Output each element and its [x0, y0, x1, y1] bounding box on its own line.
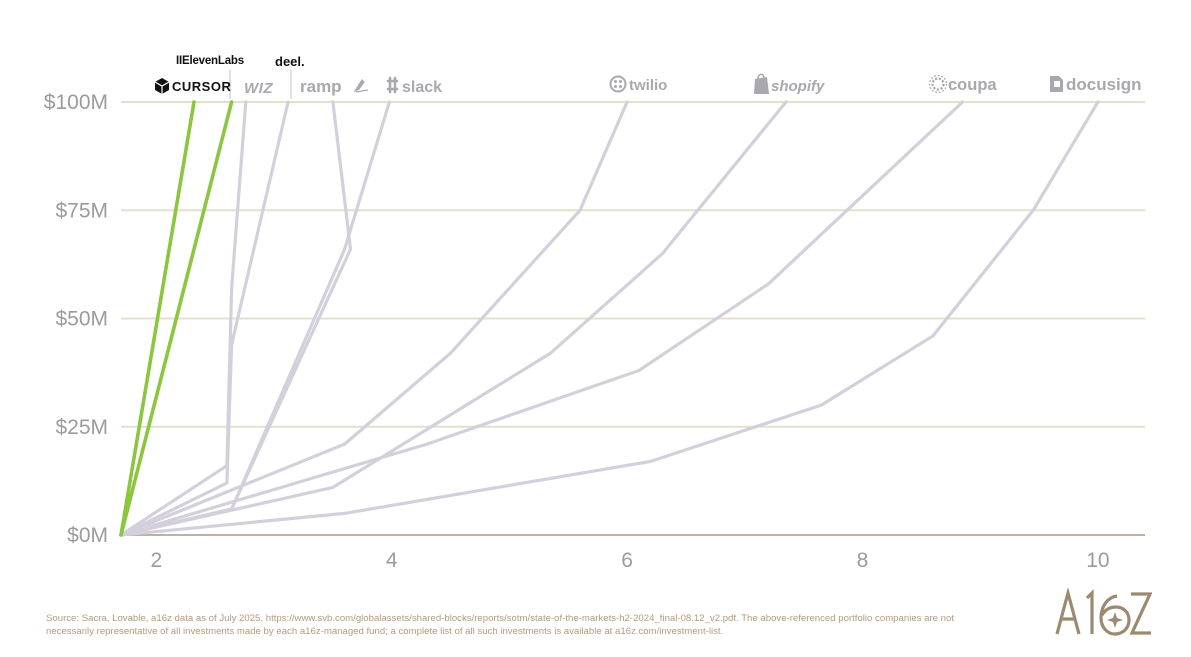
logo-twilio: twilio — [629, 77, 667, 94]
logo-cursor: CURSOR — [172, 79, 231, 94]
arr-growth-chart: $0M $25M $50M $75M $100M 2 4 6 8 10 CURSOR IIElev… — [44, 54, 1145, 572]
gridlines — [121, 101, 1145, 536]
logo-deel: deel. — [275, 54, 305, 69]
logo-coupa: coupa — [948, 76, 997, 94]
y-tick-label: $75M — [55, 199, 108, 222]
y-tick-label: $25M — [55, 416, 108, 439]
series-line-twilio — [119, 100, 629, 537]
ramp-icon — [353, 79, 369, 93]
docusign-icon — [1050, 76, 1063, 92]
y-tick-label: $50M — [55, 308, 108, 331]
source-note: Source: Sacra, Lovable, a16z data as of … — [46, 613, 954, 637]
cube-icon — [154, 78, 170, 94]
logo-iielevenlabs: IIElevenLabs — [176, 55, 244, 67]
x-tick-label: 4 — [386, 549, 398, 572]
star-icon — [1107, 612, 1123, 628]
series-lines-highlight — [119, 100, 234, 537]
x-axis-ticks: 2 4 6 8 10 — [150, 549, 1109, 572]
coupa-icon — [928, 74, 948, 94]
a16z-logo — [1055, 588, 1152, 636]
series-line-deel — [119, 100, 290, 537]
x-tick-label: 10 — [1086, 549, 1109, 572]
x-tick-label: 6 — [621, 549, 633, 572]
y-axis-ticks: $0M $25M $50M $75M $100M — [44, 91, 108, 547]
shopping-bag-icon — [754, 73, 769, 94]
series-line-docusign — [119, 100, 1100, 537]
series-line-iielevenlabs — [119, 100, 234, 537]
logo-ramp: ramp — [300, 77, 342, 96]
a16z-logo-mark — [1055, 588, 1152, 636]
series-line-cursor — [119, 100, 196, 537]
logo-docusign: docusign — [1066, 75, 1142, 94]
logo-slack: slack — [402, 79, 442, 96]
series-line-coupa — [119, 100, 965, 537]
y-tick-label: $100M — [44, 91, 108, 114]
logo-shopify: shopify — [771, 78, 825, 95]
y-tick-label: $0M — [67, 524, 108, 547]
logo-wiz: WIZ — [244, 80, 273, 97]
x-tick-label: 2 — [150, 549, 162, 572]
series-lines-other — [119, 100, 1100, 537]
slack-icon — [386, 76, 399, 94]
x-tick-label: 8 — [857, 549, 869, 572]
series-line-shopify — [119, 100, 788, 537]
twilio-icon — [609, 75, 627, 93]
